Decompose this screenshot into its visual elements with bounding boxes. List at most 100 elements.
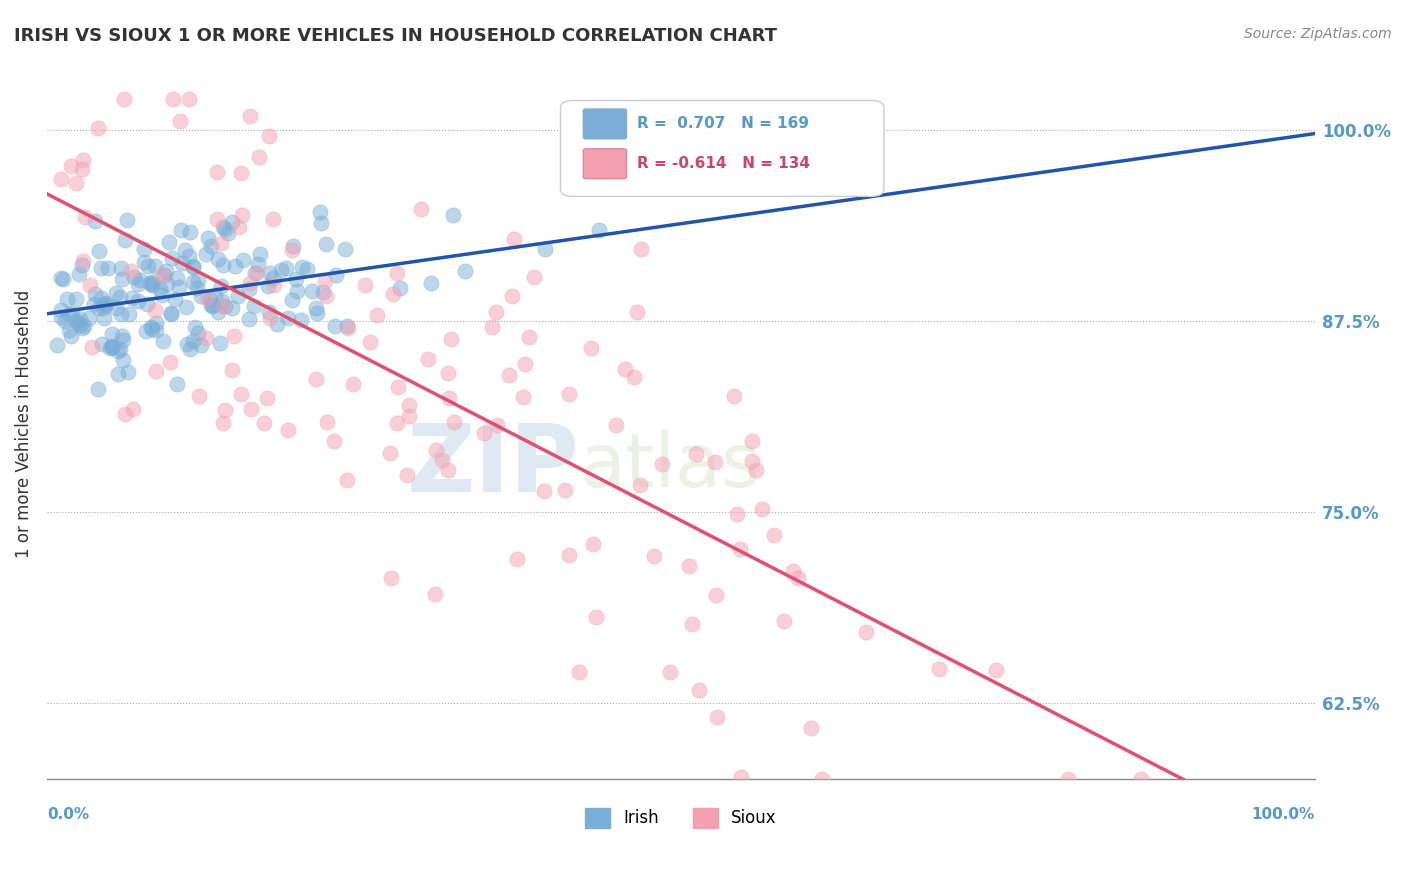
Point [114, 233, 136, 247]
Point [281, 243, 304, 257]
Point [89, 244, 111, 258]
Point [239, 110, 262, 124]
Point [186, 281, 208, 295]
Point [110, 308, 132, 322]
Point [411, 202, 433, 216]
Point [141, 277, 163, 291]
Point [59, 159, 82, 173]
Point [243, 300, 266, 314]
Point [166, 377, 188, 392]
Point [153, 268, 176, 282]
Point [533, 242, 555, 256]
Point [512, 390, 534, 404]
Point [416, 352, 439, 367]
Point [224, 329, 246, 343]
Point [1129, 772, 1152, 786]
Point [582, 537, 605, 551]
Point [128, 273, 150, 287]
Point [485, 305, 508, 319]
Point [181, 334, 204, 349]
Point [135, 296, 157, 310]
Point [211, 299, 233, 313]
Point [160, 307, 183, 321]
Point [228, 220, 250, 235]
Point [630, 243, 652, 257]
Point [145, 364, 167, 378]
Point [221, 215, 243, 229]
Point [315, 289, 337, 303]
Point [335, 242, 357, 256]
Point [143, 259, 166, 273]
Point [96, 260, 118, 275]
Point [389, 281, 412, 295]
Point [90, 336, 112, 351]
Point [398, 409, 420, 423]
Point [165, 292, 187, 306]
Point [503, 232, 526, 246]
Point [472, 426, 495, 441]
Point [52, 272, 75, 286]
Point [659, 665, 682, 680]
Point [685, 447, 707, 461]
Point [312, 285, 335, 299]
FancyBboxPatch shape [583, 149, 627, 178]
Point [728, 541, 751, 556]
Point [259, 128, 281, 143]
Point [811, 772, 834, 786]
Point [136, 259, 159, 273]
Text: ZIP: ZIP [406, 420, 579, 512]
Text: R = -0.614   N = 134: R = -0.614 N = 134 [637, 156, 810, 171]
Point [751, 502, 773, 516]
Point [187, 326, 209, 341]
Point [259, 266, 281, 280]
Point [681, 617, 703, 632]
Point [127, 294, 149, 309]
Point [238, 276, 260, 290]
Point [120, 264, 142, 278]
Point [523, 270, 546, 285]
Point [69, 318, 91, 332]
Point [380, 571, 402, 585]
Point [533, 483, 555, 498]
Point [704, 454, 727, 468]
Point [58, 323, 80, 337]
Point [90, 291, 112, 305]
Point [337, 321, 360, 335]
Point [187, 273, 209, 287]
Point [398, 398, 420, 412]
Point [336, 473, 359, 487]
Point [72, 253, 94, 268]
Point [49, 310, 72, 324]
Point [385, 266, 408, 280]
Point [121, 291, 143, 305]
Point [46, 338, 69, 352]
Point [155, 263, 177, 277]
Point [232, 253, 254, 268]
Point [214, 299, 236, 313]
Point [121, 401, 143, 416]
Point [176, 337, 198, 351]
Point [118, 307, 141, 321]
Point [197, 231, 219, 245]
Point [190, 338, 212, 352]
Point [247, 150, 270, 164]
Point [439, 332, 461, 346]
Point [385, 416, 408, 430]
Point [443, 415, 465, 429]
Point [60, 328, 83, 343]
Point [174, 300, 197, 314]
Point [58, 307, 80, 321]
Point [263, 278, 285, 293]
Point [588, 223, 610, 237]
Point [156, 277, 179, 292]
Point [87, 382, 110, 396]
Point [221, 301, 243, 316]
Y-axis label: 1 or more Vehicles in Household: 1 or more Vehicles in Household [15, 290, 32, 558]
Point [111, 272, 134, 286]
FancyBboxPatch shape [561, 101, 884, 196]
Text: Source: ZipAtlas.com: Source: ZipAtlas.com [1244, 27, 1392, 41]
Point [253, 416, 276, 430]
Point [150, 268, 173, 283]
Point [277, 311, 299, 326]
Point [309, 216, 332, 230]
